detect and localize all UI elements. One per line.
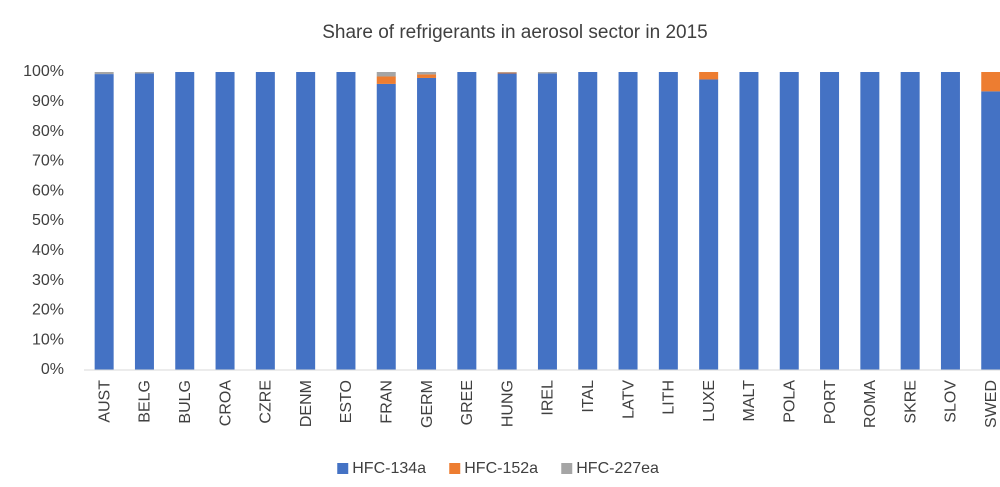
x-tick-label: HUNG: [499, 380, 516, 427]
y-tick-label: 30%: [32, 272, 64, 289]
x-tick-label: MALT: [741, 380, 758, 422]
bar-segment: [417, 72, 437, 75]
y-tick-label: 10%: [32, 331, 64, 348]
bar-segment: [537, 73, 557, 371]
y-tick-label: 0%: [41, 361, 64, 378]
y-tick-label: 100%: [23, 63, 64, 80]
bar-segment: [981, 91, 1000, 371]
bar-segment: [255, 72, 275, 370]
x-tick-label: LUXE: [701, 380, 718, 422]
bar-segment: [457, 72, 477, 370]
x-tick-label: GERM: [419, 380, 436, 428]
bar-segment: [376, 76, 396, 84]
x-tick-label: LATV: [620, 380, 637, 419]
x-tick-label: CZRE: [258, 380, 275, 424]
bar-segment: [296, 72, 316, 370]
bar-segment: [860, 72, 880, 370]
bar-segment: [618, 72, 638, 370]
y-tick-label: 40%: [32, 242, 64, 259]
bar-segment: [497, 73, 517, 371]
bar-segment: [578, 72, 598, 370]
bar-segment: [699, 79, 719, 370]
bar-segment: [134, 72, 154, 74]
bar-segment: [175, 72, 195, 370]
bar-segment: [779, 72, 799, 370]
y-tick-label: 50%: [32, 212, 64, 229]
bar-segment: [940, 72, 960, 370]
bar-segment: [376, 72, 396, 77]
bar-segment: [417, 77, 437, 371]
x-tick-label: SWED: [983, 380, 1000, 428]
x-tick-label: LITH: [661, 380, 678, 415]
bar-segment: [900, 72, 920, 370]
x-tick-label: POLA: [781, 380, 798, 423]
x-tick-label: IREL: [540, 380, 557, 416]
bar-segment: [336, 72, 356, 370]
y-tick-label: 20%: [32, 302, 64, 319]
bar-segment: [699, 72, 719, 80]
x-tick-label: GREE: [459, 380, 476, 425]
bar-segment: [417, 74, 437, 78]
legend-swatch: [337, 463, 349, 474]
x-tick-label: ITAL: [580, 380, 597, 413]
bar-segment: [215, 72, 235, 370]
y-tick-label: 60%: [32, 182, 64, 199]
x-tick-label: SLOV: [943, 380, 960, 423]
x-tick-label: BULG: [177, 380, 194, 424]
bar-segment: [497, 72, 517, 73]
bar-segment: [376, 83, 396, 371]
bar-segment: [537, 72, 557, 74]
legend-label: HFC-134a: [352, 460, 426, 477]
bar-segment: [497, 72, 517, 74]
legend-label: HFC-152a: [464, 460, 538, 477]
x-tick-label: CROA: [217, 380, 234, 427]
x-tick-label: BELG: [137, 380, 154, 423]
x-tick-label: SKRE: [902, 380, 919, 424]
x-tick-label: AUST: [96, 380, 113, 423]
bar-segment: [94, 74, 114, 370]
legend-label: HFC-227ea: [576, 460, 659, 477]
x-tick-label: ESTO: [338, 380, 355, 423]
bar-segment: [134, 73, 154, 371]
x-tick-label: DENM: [298, 380, 315, 427]
x-tick-label: PORT: [822, 380, 839, 424]
bar-segment: [658, 72, 678, 370]
bar-segment: [94, 72, 114, 75]
legend-swatch: [449, 463, 461, 474]
bar-segment: [981, 72, 1000, 92]
y-tick-label: 90%: [32, 93, 64, 110]
y-tick-label: 70%: [32, 153, 64, 170]
bar-segment: [739, 72, 759, 370]
y-tick-label: 80%: [32, 123, 64, 140]
chart-title: Share of refrigerants in aerosol sector …: [322, 22, 708, 43]
legend-swatch: [561, 463, 573, 474]
x-tick-label: ROMA: [862, 380, 879, 428]
x-tick-label: FRAN: [378, 380, 395, 424]
bar-segment: [820, 72, 840, 370]
